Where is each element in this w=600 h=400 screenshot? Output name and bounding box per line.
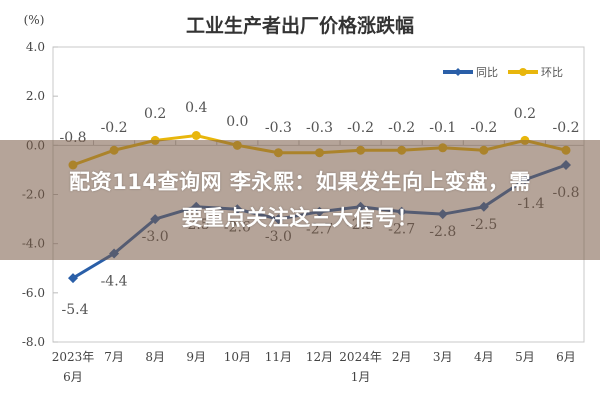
data-label: -0.2 [553,120,580,136]
overlay-headline-line-1: 配资114查询网 李永熙：如果发生向上变盘，需 [69,170,531,194]
x-tick-label: 9月 [186,350,206,364]
x-tick-label: 4月 [474,350,494,364]
data-label: -0.1 [429,120,456,136]
data-label: -5.4 [62,302,89,318]
legend-label: 同比 [476,66,498,79]
data-label: 0.2 [514,106,536,122]
legend-label: 环比 [541,66,563,79]
y-tick-label: 2.0 [26,89,45,103]
data-label: 0.4 [185,100,207,116]
x-tick-label: 12月 [306,350,333,364]
x-tick-label: 6月 [556,350,576,364]
data-point-diamond [68,273,78,284]
x-tick-label: 2月 [392,350,412,364]
chart-title: 工业生产者出厂价格涨跌幅 [186,14,414,37]
data-label: -4.4 [101,274,128,290]
x-tick-label: 10月 [224,350,251,364]
data-label: 0.2 [144,106,166,122]
data-label: -0.2 [347,120,374,136]
x-tick-label: 5月 [515,350,535,364]
overlay-headline-line-2: 要重点关注这三大信号！ [181,206,419,230]
y-axis-unit: (%) [24,13,45,27]
data-label: -0.2 [388,120,415,136]
data-label: 0.0 [226,114,248,130]
data-point-circle [191,131,201,140]
x-tick-label: 3月 [433,350,453,364]
y-tick-label: 4.0 [26,40,45,54]
x-tick-label: 2024年 [339,350,382,364]
x-tick-label: 2023年 [52,350,95,364]
x-tick-label: 1月 [351,370,371,384]
y-tick-label: -8.0 [22,335,45,349]
data-label: -0.2 [470,120,497,136]
x-tick-label: 7月 [104,350,124,364]
watermark-overlay-band [0,140,600,260]
x-tick-label: 8月 [145,350,165,364]
data-label: -0.3 [265,120,292,136]
x-tick-label: 6月 [63,370,83,384]
y-tick-label: -6.0 [22,286,45,300]
x-tick-label: 11月 [265,350,292,364]
data-label: -0.2 [101,120,128,136]
chart-legend: 同比 环比 [443,66,563,79]
data-label: -0.3 [306,120,333,136]
